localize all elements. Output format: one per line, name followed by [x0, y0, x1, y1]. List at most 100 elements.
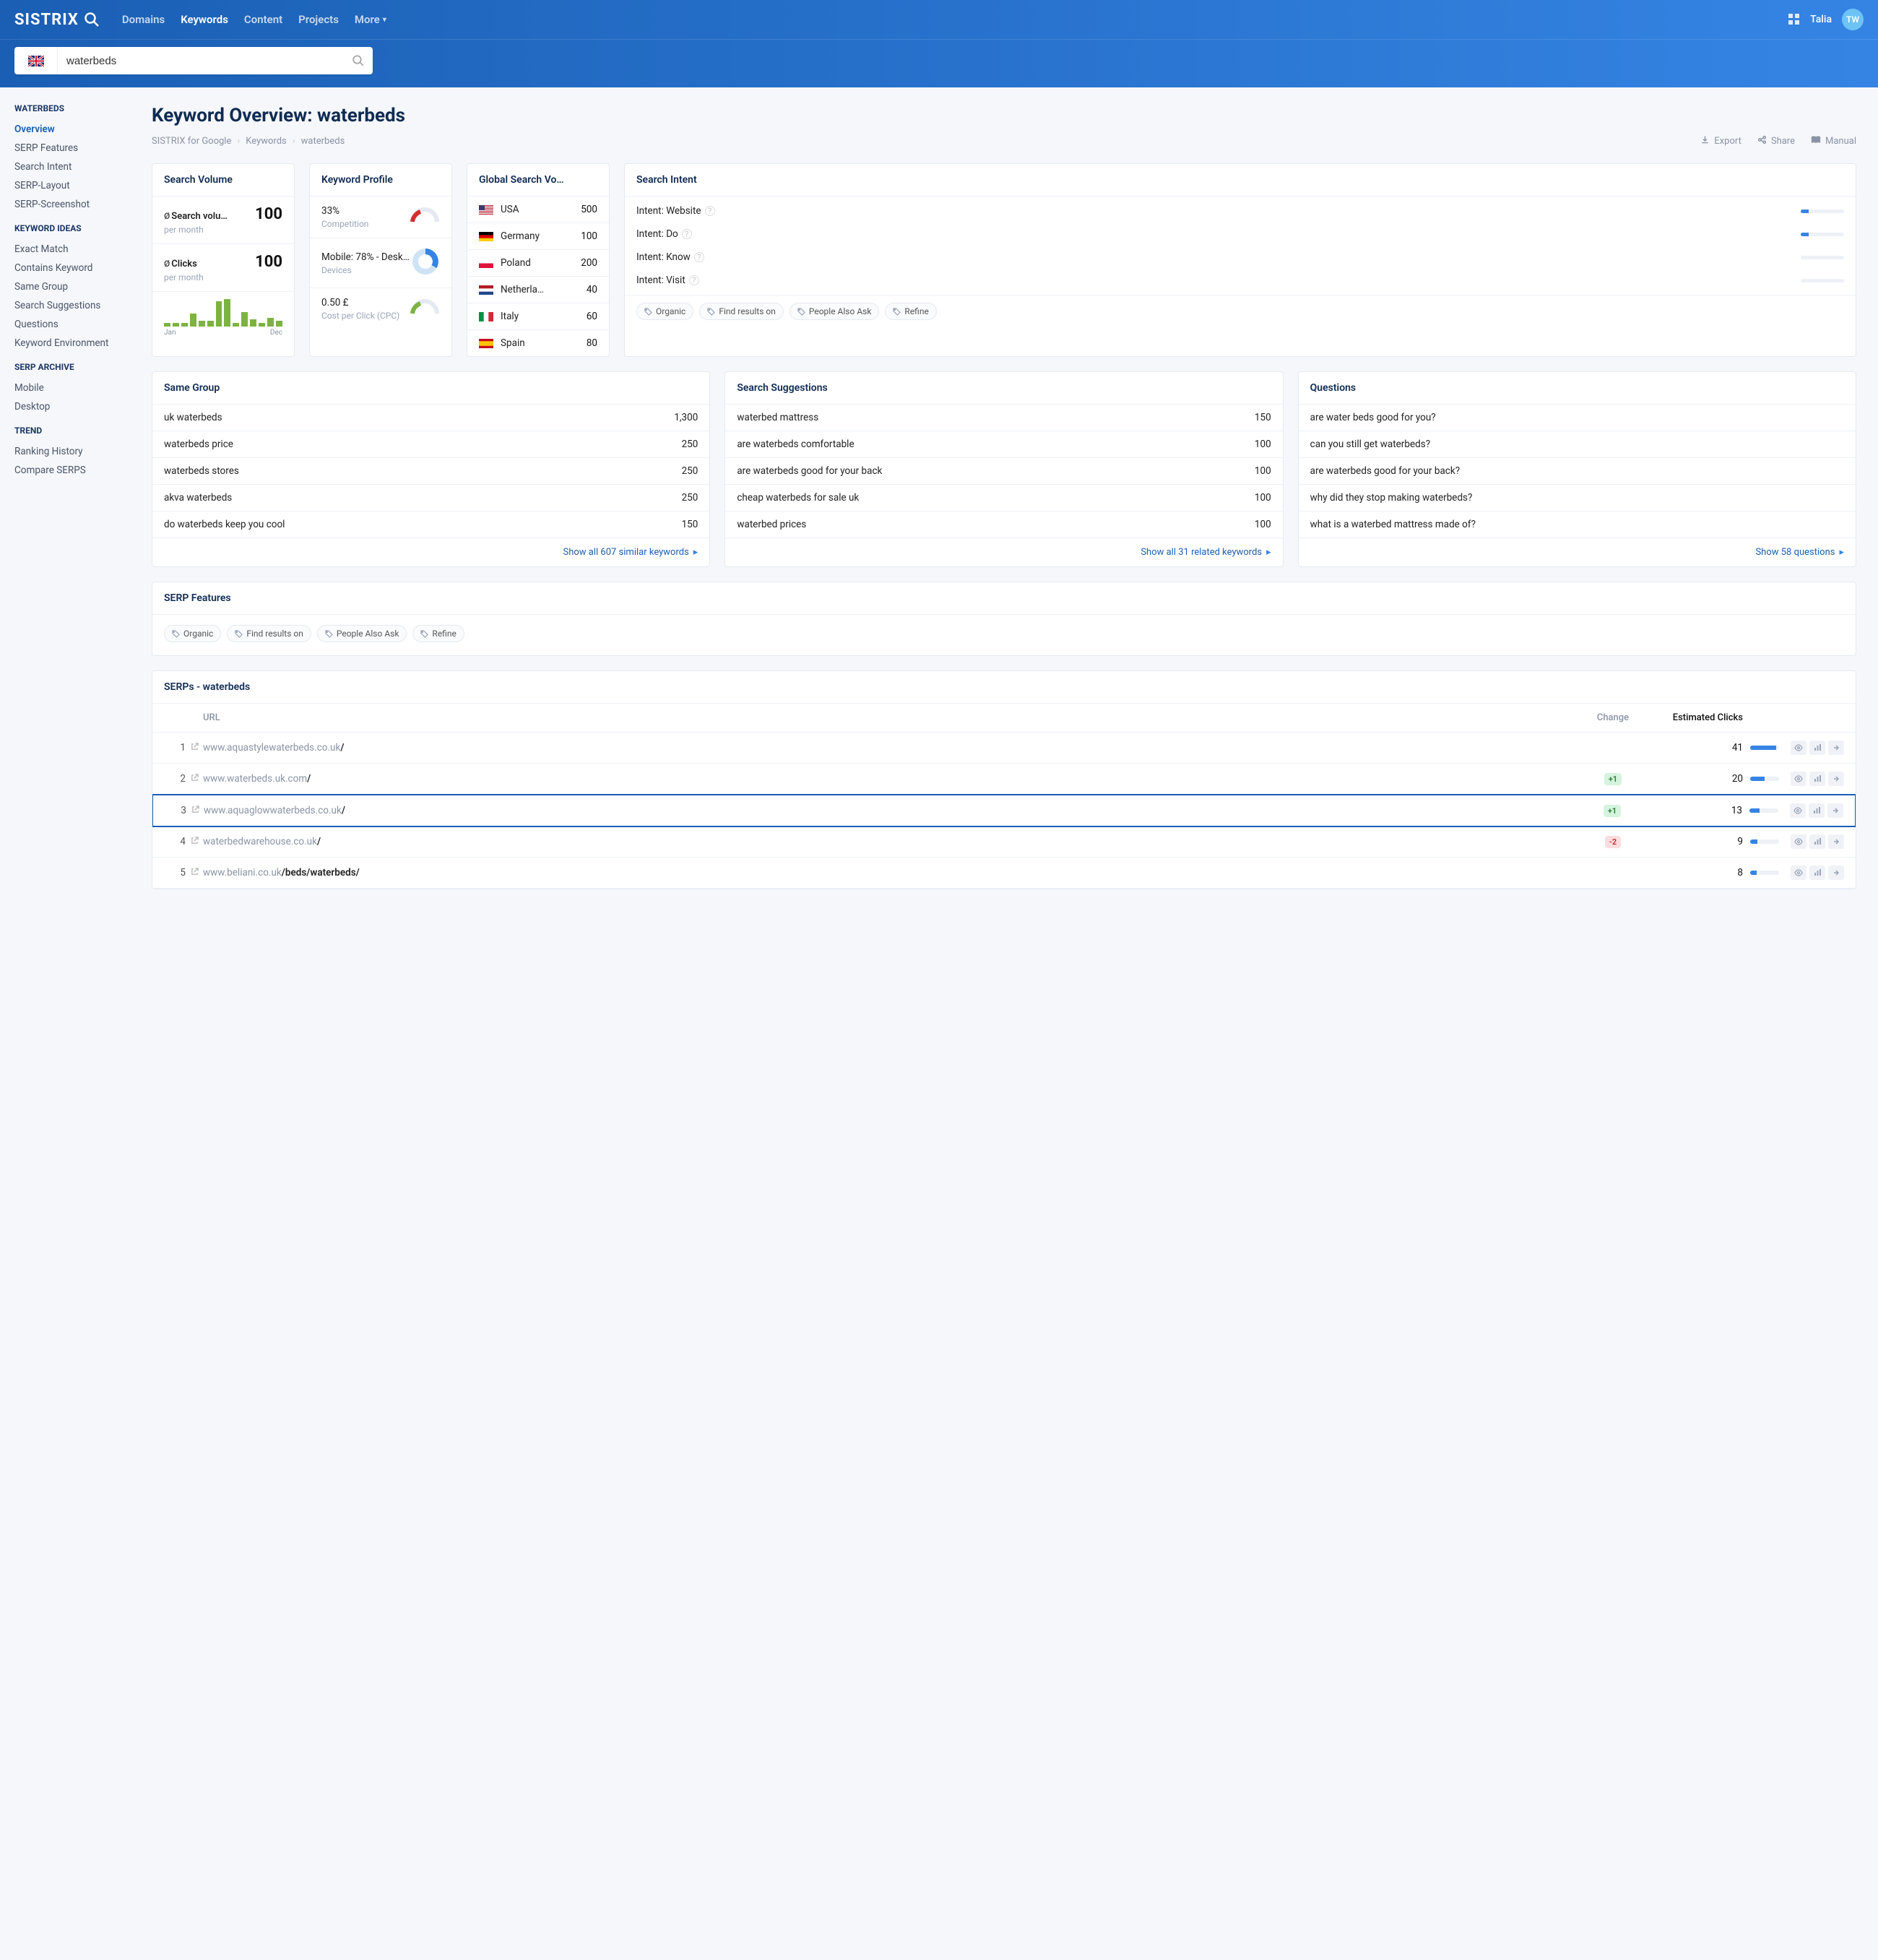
- url[interactable]: www.aquastylewaterbeds.co.uk/: [203, 742, 1570, 754]
- external-link-icon[interactable]: [186, 774, 203, 784]
- sidebar-item-questions[interactable]: Questions: [14, 316, 116, 333]
- eye-action[interactable]: [1790, 803, 1806, 818]
- list-item[interactable]: are waterbeds good for your back?: [1299, 458, 1856, 485]
- show-all-link[interactable]: Show all 31 related keywords▸: [725, 538, 1282, 566]
- table-row[interactable]: 3www.aquaglowwaterbeds.co.uk/+113: [152, 794, 1856, 827]
- chart-action[interactable]: [1809, 741, 1825, 755]
- external-link-icon[interactable]: [186, 837, 203, 847]
- arrow-action[interactable]: [1827, 803, 1843, 818]
- arrow-action[interactable]: [1828, 865, 1844, 880]
- nav-item-domains[interactable]: Domains: [122, 13, 165, 26]
- manual-action[interactable]: Manual: [1811, 135, 1856, 147]
- eye-action[interactable]: [1791, 741, 1806, 755]
- nav-item-more[interactable]: More▾: [355, 13, 386, 26]
- chart-action[interactable]: [1809, 772, 1825, 786]
- list-item[interactable]: are water beds good for you?: [1299, 405, 1856, 431]
- tag-find-results-on[interactable]: Find results on: [227, 625, 311, 642]
- eye-action[interactable]: [1791, 772, 1806, 786]
- apps-icon[interactable]: [1788, 14, 1800, 25]
- nav-item-content[interactable]: Content: [244, 13, 282, 26]
- external-link-icon[interactable]: [186, 743, 203, 753]
- external-link-icon[interactable]: [186, 868, 203, 878]
- table-row[interactable]: 1www.aquastylewaterbeds.co.uk/41: [152, 733, 1856, 764]
- logo[interactable]: SISTRIX: [14, 11, 100, 29]
- arrow-action[interactable]: [1828, 834, 1844, 849]
- sidebar-item-serp-layout[interactable]: SERP-Layout: [14, 177, 116, 194]
- sidebar-item-desktop[interactable]: Desktop: [14, 398, 116, 415]
- search-input[interactable]: [58, 47, 344, 74]
- external-link-icon[interactable]: [186, 806, 204, 816]
- country-selector[interactable]: [14, 47, 58, 74]
- help-icon[interactable]: ?: [682, 229, 692, 239]
- table-row[interactable]: 2www.waterbeds.uk.com/+120: [152, 764, 1856, 795]
- tag-people-also-ask[interactable]: People Also Ask: [789, 303, 880, 320]
- eye-action[interactable]: [1791, 834, 1806, 849]
- arrow-action[interactable]: [1828, 741, 1844, 755]
- sidebar-item-overview[interactable]: Overview: [14, 121, 116, 138]
- nav-item-keywords[interactable]: Keywords: [181, 13, 228, 26]
- export-action[interactable]: Export: [1700, 135, 1741, 147]
- tag-refine[interactable]: Refine: [885, 303, 936, 320]
- url[interactable]: www.waterbeds.uk.com/: [203, 773, 1570, 785]
- list-item[interactable]: are waterbeds comfortable100: [725, 431, 1282, 458]
- list-item[interactable]: cheap waterbeds for sale uk100: [725, 485, 1282, 511]
- nav-item-projects[interactable]: Projects: [298, 13, 339, 26]
- help-icon[interactable]: ?: [705, 206, 715, 216]
- list-item[interactable]: are waterbeds good for your back100: [725, 458, 1282, 485]
- table-row[interactable]: 4waterbedwarehouse.co.uk/-29: [152, 826, 1856, 858]
- list-item[interactable]: waterbeds stores250: [152, 458, 709, 485]
- help-icon[interactable]: ?: [694, 252, 704, 262]
- sidebar-item-contains-keyword[interactable]: Contains Keyword: [14, 259, 116, 277]
- country-row[interactable]: Germany100: [467, 223, 609, 250]
- sidebar-item-serp-features[interactable]: SERP Features: [14, 139, 116, 157]
- eye-action[interactable]: [1791, 865, 1806, 880]
- tag-organic[interactable]: Organic: [164, 625, 221, 642]
- sidebar-item-compare-serps[interactable]: Compare SERPS: [14, 462, 116, 479]
- tag-refine[interactable]: Refine: [412, 625, 464, 642]
- list-item[interactable]: what is a waterbed mattress made of?: [1299, 511, 1856, 538]
- sidebar-item-search-intent[interactable]: Search Intent: [14, 158, 116, 176]
- list-item[interactable]: do waterbeds keep you cool150: [152, 511, 709, 538]
- breadcrumb-item[interactable]: Keywords: [246, 136, 286, 147]
- sidebar-item-keyword-environment[interactable]: Keyword Environment: [14, 334, 116, 352]
- arrow-action[interactable]: [1828, 772, 1844, 786]
- breadcrumb-item[interactable]: SISTRIX for Google: [152, 136, 231, 147]
- url[interactable]: waterbedwarehouse.co.uk/: [203, 836, 1570, 847]
- list-item[interactable]: waterbeds price250: [152, 431, 709, 458]
- sidebar-item-same-group[interactable]: Same Group: [14, 278, 116, 295]
- sidebar-item-ranking-history[interactable]: Ranking History: [14, 443, 116, 460]
- tag-people-also-ask[interactable]: People Also Ask: [317, 625, 407, 642]
- chart-action[interactable]: [1809, 834, 1825, 849]
- country-row[interactable]: Spain80: [467, 330, 609, 356]
- user-name[interactable]: Talia: [1810, 14, 1832, 25]
- list-item[interactable]: akva waterbeds250: [152, 485, 709, 511]
- help-icon[interactable]: ?: [689, 275, 699, 285]
- sidebar-item-serp-screenshot[interactable]: SERP-Screenshot: [14, 196, 116, 213]
- country-row[interactable]: Poland200: [467, 250, 609, 277]
- list-item[interactable]: can you still get waterbeds?: [1299, 431, 1856, 458]
- breadcrumb-item[interactable]: waterbeds: [301, 136, 345, 147]
- search-button[interactable]: [344, 54, 373, 67]
- share-action[interactable]: Share: [1757, 135, 1795, 147]
- show-all-link[interactable]: Show all 607 similar keywords▸: [152, 538, 709, 566]
- list-item[interactable]: waterbed prices100: [725, 511, 1282, 538]
- sidebar-item-search-suggestions[interactable]: Search Suggestions: [14, 297, 116, 314]
- user-avatar[interactable]: TW: [1842, 9, 1864, 30]
- table-row[interactable]: 5www.beliani.co.uk/beds/waterbeds/8: [152, 858, 1856, 889]
- url[interactable]: www.aquaglowwaterbeds.co.uk/: [204, 805, 1569, 816]
- sidebar-item-mobile[interactable]: Mobile: [14, 379, 116, 397]
- tag-find-results-on[interactable]: Find results on: [699, 303, 784, 320]
- position: 5: [164, 867, 186, 878]
- list-item[interactable]: why did they stop making waterbeds?: [1299, 485, 1856, 511]
- url[interactable]: www.beliani.co.uk/beds/waterbeds/: [203, 867, 1570, 878]
- country-row[interactable]: Netherla…40: [467, 277, 609, 303]
- country-row[interactable]: USA500: [467, 197, 609, 223]
- show-all-link[interactable]: Show 58 questions▸: [1299, 538, 1856, 566]
- country-row[interactable]: Italy60: [467, 303, 609, 330]
- tag-organic[interactable]: Organic: [636, 303, 693, 320]
- chart-action[interactable]: [1809, 803, 1825, 818]
- sidebar-item-exact-match[interactable]: Exact Match: [14, 241, 116, 258]
- chart-action[interactable]: [1809, 865, 1825, 880]
- list-item[interactable]: waterbed mattress150: [725, 405, 1282, 431]
- list-item[interactable]: uk waterbeds1,300: [152, 405, 709, 431]
